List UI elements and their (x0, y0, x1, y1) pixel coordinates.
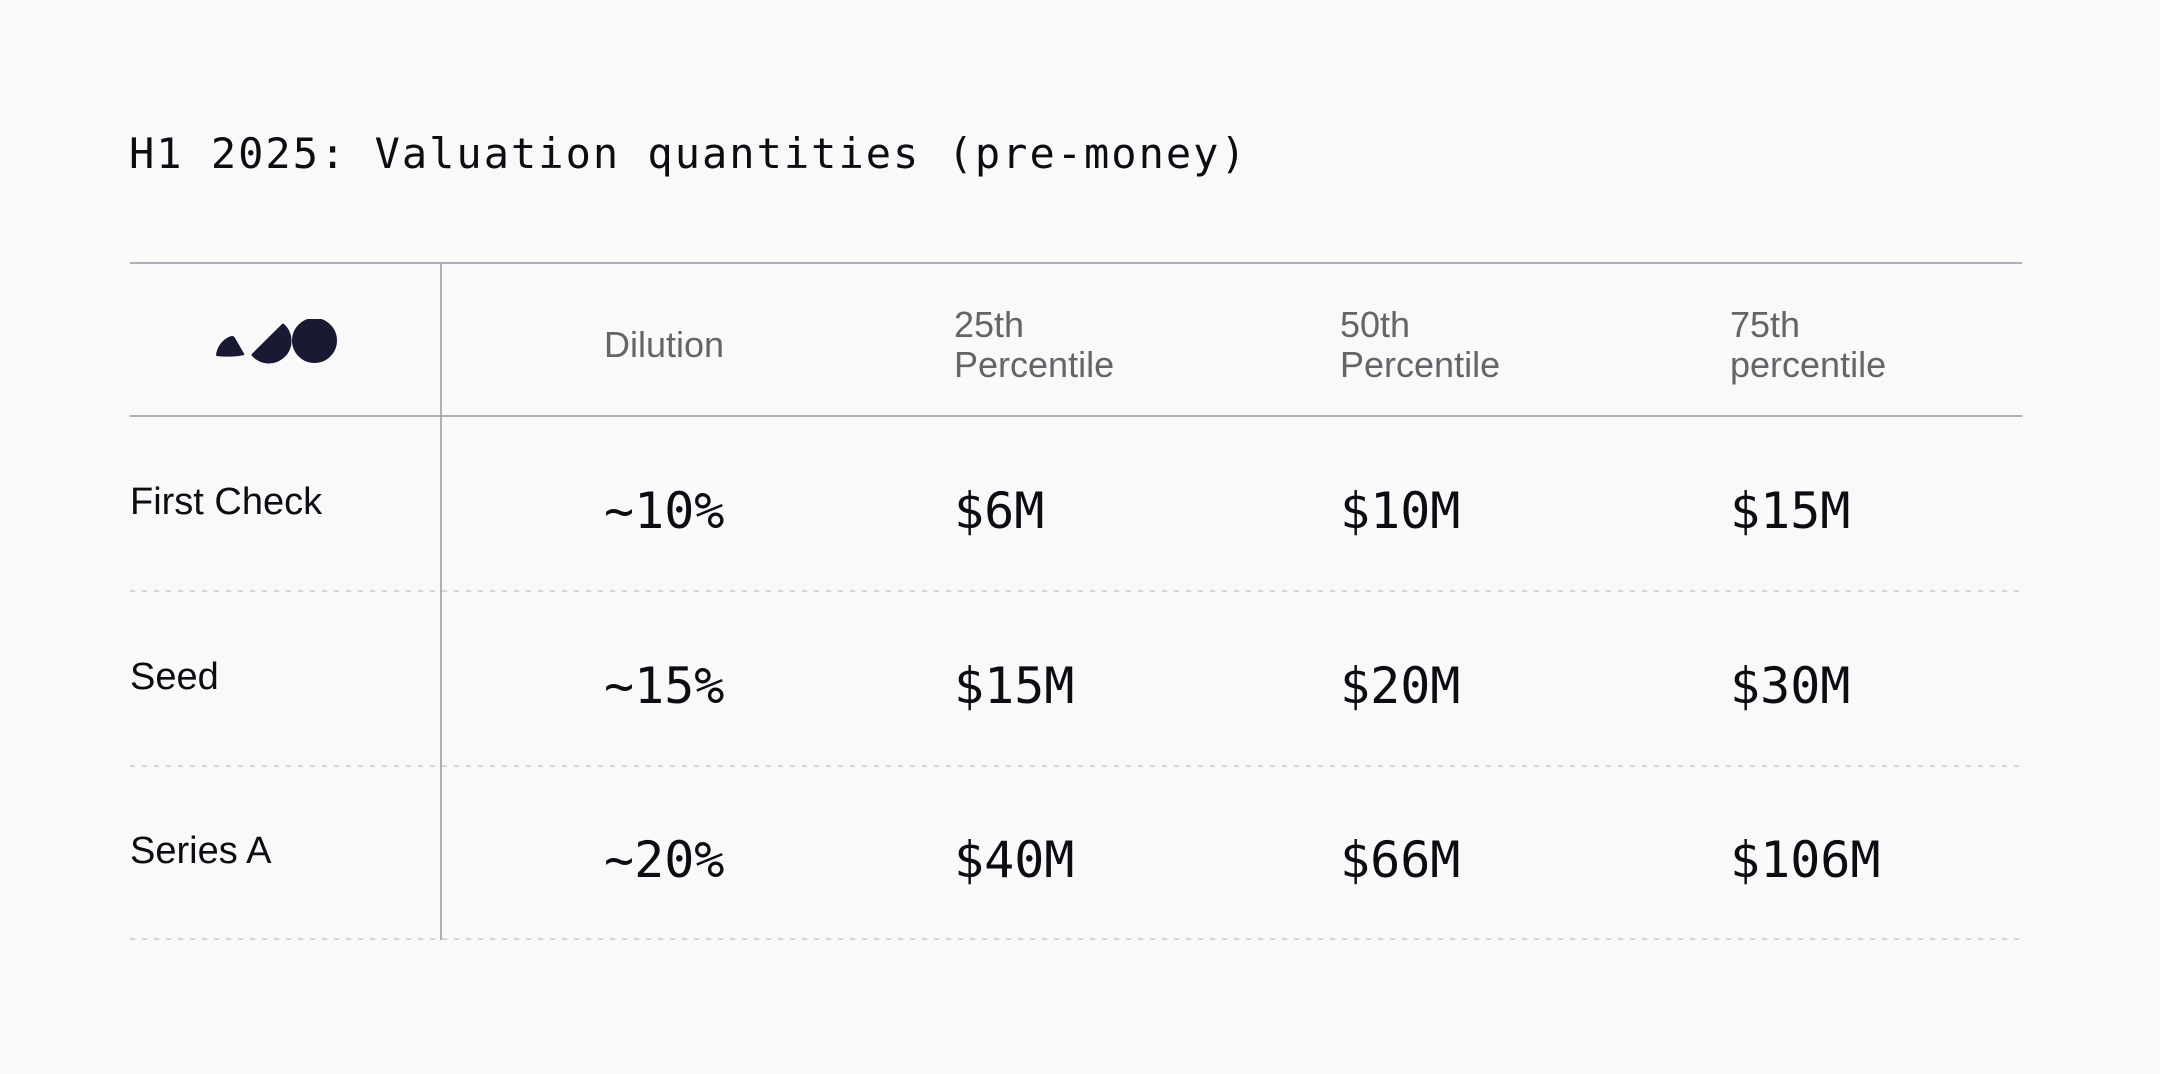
p50-cell: $20M (1340, 657, 1461, 716)
p25-cell: $40M (954, 831, 1075, 890)
p50-cell: $66M (1340, 831, 1461, 890)
table-row-first-check: First Check ~10% $6M $10M $15M (130, 417, 2022, 592)
circle-shape (292, 318, 337, 363)
column-header-25th-percentile: 25th Percentile (954, 303, 1115, 385)
stage-label-cell: First Check (130, 481, 323, 523)
stage-label-cell: Series A (130, 830, 272, 872)
p25-cell: $6M (954, 482, 1045, 541)
growth-stages-logo-icon (216, 318, 337, 363)
valuation-table: Dilution 25th Percentile 50th Percentile… (130, 262, 2022, 940)
p50-cell: $10M (1340, 482, 1461, 541)
column-header-dilution: Dilution (604, 323, 725, 365)
dilution-cell: ~20% (604, 831, 725, 890)
wedge-shape (216, 335, 245, 357)
table-row-seed: Seed ~15% $15M $20M $30M (130, 592, 2022, 767)
table-column-divider (440, 262, 442, 940)
column-header-75th-percentile: 75th percentile (1730, 303, 1887, 385)
stage-label-cell: Seed (130, 656, 219, 698)
dilution-cell: ~10% (604, 482, 725, 541)
p25-cell: $15M (954, 657, 1075, 716)
table-row-series-a: Series A ~20% $40M $66M $106M (130, 767, 2022, 940)
column-header-50th-percentile: 50th Percentile (1340, 303, 1501, 385)
half-disc-shape (251, 323, 292, 363)
table-header-row: Dilution 25th Percentile 50th Percentile… (130, 262, 2022, 417)
p75-cell: $15M (1730, 482, 1851, 541)
dilution-cell: ~15% (604, 657, 725, 716)
p75-cell: $106M (1730, 831, 1881, 890)
logo-cell (130, 264, 440, 415)
page-title: H1 2025: Valuation quantities (pre-money… (129, 129, 1248, 178)
p75-cell: $30M (1730, 657, 1851, 716)
